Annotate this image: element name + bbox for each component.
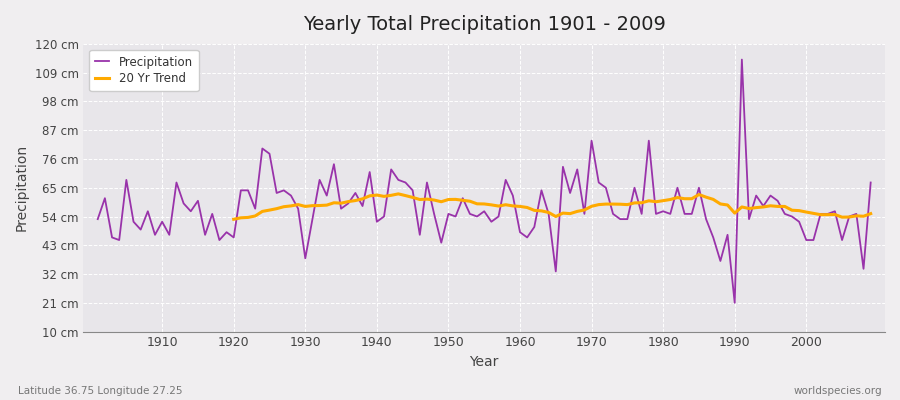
Precipitation [93, 217, 104, 222]
Legend: Precipitation, 20 Yr Trend: Precipitation, 20 Yr Trend [89, 50, 199, 91]
20 Yr Trend [865, 211, 876, 216]
Precipitation [729, 300, 740, 305]
20 Yr Trend [428, 198, 439, 202]
20 Yr Trend [229, 217, 239, 222]
Title: Yearly Total Precipitation 1901 - 2009: Yearly Total Precipitation 1901 - 2009 [302, 15, 666, 34]
20 Yr Trend [314, 203, 325, 208]
20 Yr Trend [765, 203, 776, 208]
Line: Precipitation: Precipitation [98, 60, 870, 303]
Y-axis label: Precipitation: Precipitation [15, 144, 29, 231]
Text: Latitude 36.75 Longitude 27.25: Latitude 36.75 Longitude 27.25 [18, 386, 183, 396]
20 Yr Trend [680, 196, 690, 201]
20 Yr Trend [779, 204, 790, 209]
20 Yr Trend [844, 215, 855, 220]
Precipitation [350, 190, 361, 195]
Precipitation [736, 57, 747, 62]
Line: 20 Yr Trend: 20 Yr Trend [234, 194, 870, 219]
Precipitation [508, 193, 518, 198]
Precipitation [307, 217, 318, 222]
X-axis label: Year: Year [470, 355, 499, 369]
Precipitation [600, 185, 611, 190]
Text: worldspecies.org: worldspecies.org [794, 386, 882, 396]
20 Yr Trend [393, 192, 404, 196]
Precipitation [149, 232, 160, 237]
Precipitation [515, 230, 526, 234]
Precipitation [865, 180, 876, 185]
